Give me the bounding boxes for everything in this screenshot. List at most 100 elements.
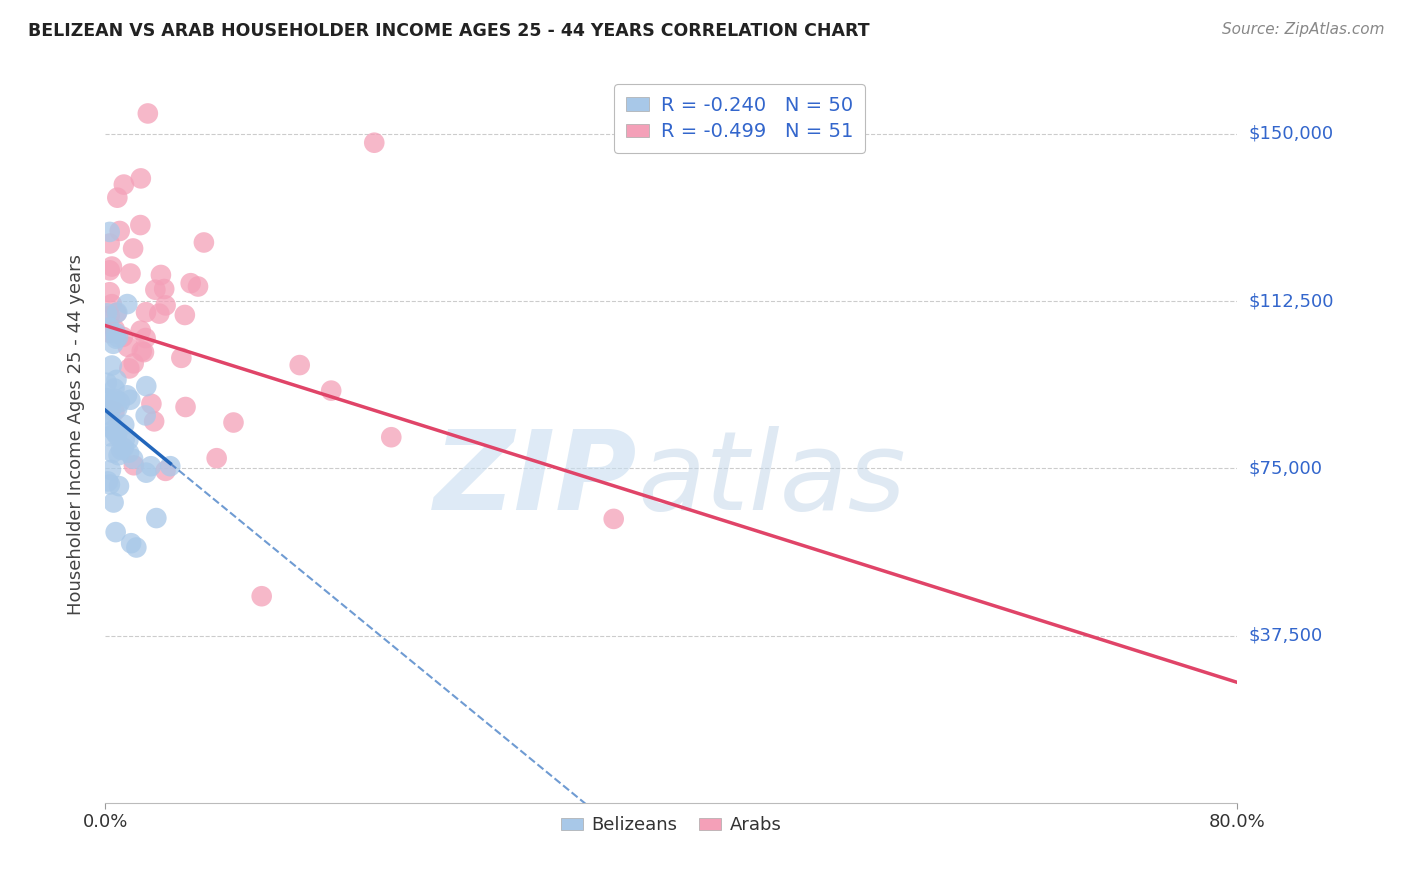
Point <box>602 512 624 526</box>
Legend: Belizeans, Arabs: Belizeans, Arabs <box>554 809 789 842</box>
Point <box>129 218 152 232</box>
Point <box>193 235 215 250</box>
Point <box>125 541 148 555</box>
Point <box>101 359 124 373</box>
Text: BELIZEAN VS ARAB HOUSEHOLDER INCOME AGES 25 - 44 YEARS CORRELATION CHART: BELIZEAN VS ARAB HOUSEHOLDER INCOME AGES… <box>28 22 870 40</box>
Point <box>145 283 167 297</box>
Point <box>148 307 170 321</box>
Point <box>122 451 145 466</box>
Point <box>135 379 157 393</box>
Point <box>105 428 128 442</box>
Point <box>103 423 125 437</box>
Point <box>103 404 125 418</box>
Point <box>145 511 167 525</box>
Text: atlas: atlas <box>637 425 905 533</box>
Point <box>97 475 120 489</box>
Point <box>97 408 120 422</box>
Point <box>96 306 118 320</box>
Point <box>100 415 122 429</box>
Point <box>103 495 125 509</box>
Point <box>112 441 135 455</box>
Point <box>101 260 124 274</box>
Point <box>98 285 121 300</box>
Text: ZIP: ZIP <box>434 425 637 533</box>
Point <box>100 463 122 477</box>
Point <box>363 136 385 150</box>
Point <box>118 361 141 376</box>
Text: $37,500: $37,500 <box>1249 626 1323 645</box>
Point <box>105 401 128 416</box>
Point <box>153 282 176 296</box>
Point <box>104 525 127 540</box>
Point <box>135 305 157 319</box>
Point <box>98 429 121 443</box>
Point <box>107 330 129 344</box>
Point <box>98 477 121 491</box>
Point <box>155 464 177 478</box>
Point <box>114 432 136 446</box>
Point <box>98 263 121 277</box>
Point <box>105 191 128 205</box>
Point <box>98 403 121 417</box>
Point <box>288 358 311 372</box>
Text: $112,500: $112,500 <box>1249 292 1334 310</box>
Point <box>135 409 157 423</box>
Point <box>117 340 139 354</box>
Point <box>115 388 138 402</box>
Point <box>104 425 127 440</box>
Point <box>112 417 135 432</box>
Point <box>173 308 195 322</box>
Y-axis label: Householder Income Ages 25 - 44 years: Householder Income Ages 25 - 44 years <box>66 254 84 615</box>
Point <box>122 356 145 370</box>
Text: $150,000: $150,000 <box>1249 125 1333 143</box>
Point <box>139 459 162 474</box>
Point <box>135 331 157 345</box>
Point <box>98 326 121 340</box>
Point <box>170 351 193 365</box>
Point <box>222 416 245 430</box>
Point <box>380 430 402 444</box>
Point <box>105 332 128 346</box>
Point <box>120 392 142 407</box>
Point <box>111 330 134 344</box>
Point <box>187 279 209 293</box>
Point <box>103 336 125 351</box>
Point <box>120 536 142 550</box>
Point <box>120 267 142 281</box>
Point <box>96 391 118 405</box>
Point <box>180 276 202 290</box>
Point <box>117 433 139 447</box>
Point <box>98 236 121 251</box>
Point <box>105 305 128 319</box>
Point <box>321 384 343 398</box>
Point <box>98 320 121 334</box>
Point <box>104 392 127 406</box>
Point <box>104 322 127 336</box>
Point <box>108 395 131 409</box>
Point <box>101 297 124 311</box>
Point <box>129 324 152 338</box>
Point <box>250 589 273 603</box>
Point <box>159 459 181 474</box>
Point <box>105 373 128 387</box>
Point <box>107 448 129 462</box>
Point <box>174 400 197 414</box>
Point <box>122 458 145 473</box>
Point <box>103 382 125 396</box>
Point <box>100 403 122 417</box>
Point <box>96 376 118 390</box>
Point <box>149 268 172 282</box>
Point <box>105 306 128 320</box>
Text: Source: ZipAtlas.com: Source: ZipAtlas.com <box>1222 22 1385 37</box>
Point <box>143 414 166 428</box>
Point <box>132 345 155 359</box>
Point <box>118 446 141 460</box>
Point <box>117 297 139 311</box>
Point <box>110 442 132 457</box>
Point <box>108 224 131 238</box>
Point <box>129 171 152 186</box>
Point <box>112 178 135 192</box>
Point <box>205 451 228 466</box>
Point <box>141 397 163 411</box>
Point <box>103 392 125 407</box>
